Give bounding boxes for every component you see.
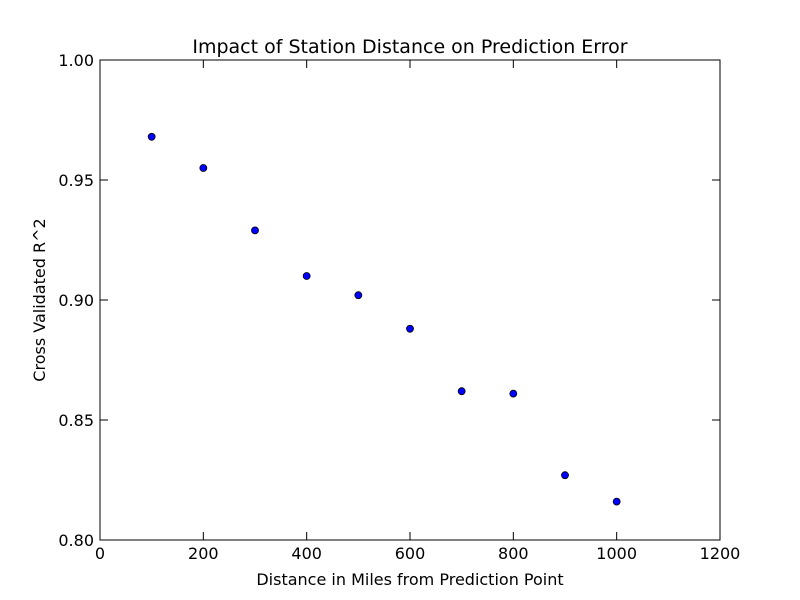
y-tick-label: 0.95 <box>58 171 94 190</box>
y-tick-label: 0.85 <box>58 411 94 430</box>
data-point <box>612 497 621 506</box>
data-point <box>561 471 569 480</box>
x-axis: 0 200 400 600 800 1000 1200 <box>95 60 740 563</box>
data-point <box>457 387 466 396</box>
data-point <box>302 272 311 280</box>
y-axis-label: Cross Validated R^2 <box>30 218 49 381</box>
y-tick-label: 0.80 <box>58 531 94 550</box>
data-point <box>199 164 208 172</box>
x-tick-label: 600 <box>395 544 426 563</box>
x-tick-label: 1200 <box>700 544 741 563</box>
chart-title: Impact of Station Distance on Prediction… <box>192 36 627 58</box>
x-tick-label: 0 <box>95 544 105 563</box>
x-tick-label: 400 <box>291 544 322 563</box>
x-axis-label: Distance in Miles from Prediction Point <box>256 570 563 589</box>
data-point <box>251 226 259 235</box>
x-tick-label: 200 <box>188 544 219 563</box>
plot-frame <box>99 59 721 541</box>
y-tick-label: 1.00 <box>58 51 94 70</box>
x-tick-label: 1000 <box>596 544 637 563</box>
y-tick-label: 0.90 <box>58 291 94 310</box>
y-axis: 0.80 0.85 0.90 0.95 1.00 <box>58 51 720 550</box>
data-point <box>147 132 156 141</box>
data-point <box>509 389 518 398</box>
x-tick-label: 800 <box>498 544 529 563</box>
data-point <box>406 324 414 333</box>
data-point <box>354 291 363 300</box>
data-points <box>147 132 621 506</box>
